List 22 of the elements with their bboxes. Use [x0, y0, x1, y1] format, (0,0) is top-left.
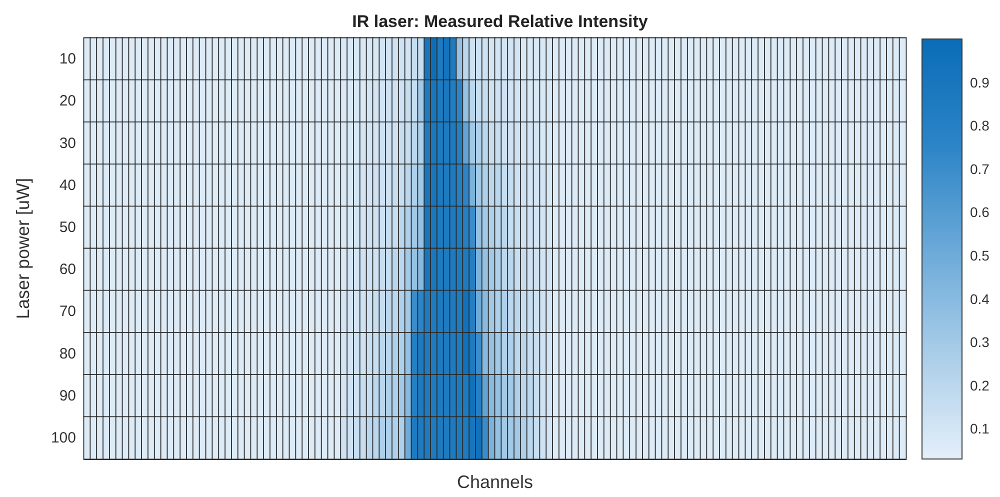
y-tick-label: 80: [59, 345, 76, 362]
color-bar-label: 0.6: [970, 204, 990, 220]
color-bar-label: 0.5: [970, 247, 990, 264]
y-tick-label: 70: [59, 303, 76, 320]
color-bar-label: 0.1: [970, 420, 990, 437]
color-bar-label: 0.3: [970, 334, 990, 350]
color-bar-label: 0.8: [970, 118, 990, 134]
chart-title: IR laser: Measured Relative Intensity: [352, 12, 648, 31]
y-tick-label: 50: [59, 218, 76, 236]
y-tick-label: 20: [59, 92, 76, 110]
y-tick-label: 10: [59, 50, 76, 68]
y-tick-label: 90: [59, 387, 76, 404]
y-axis-title: Laser power [uW]: [13, 178, 33, 320]
color-bar-label: 0.4: [970, 290, 990, 307]
color-bar-label: 0.2: [970, 377, 990, 394]
x-axis-title: Channels: [456, 472, 534, 492]
color-bar-label: 0.7: [970, 160, 990, 177]
color-bar-label: 0.9: [970, 74, 990, 90]
y-tick-label: 30: [59, 134, 76, 152]
y-tick-label: 40: [59, 176, 76, 194]
y-tick-label: 100: [50, 429, 76, 446]
y-tick-label: 60: [59, 261, 76, 278]
